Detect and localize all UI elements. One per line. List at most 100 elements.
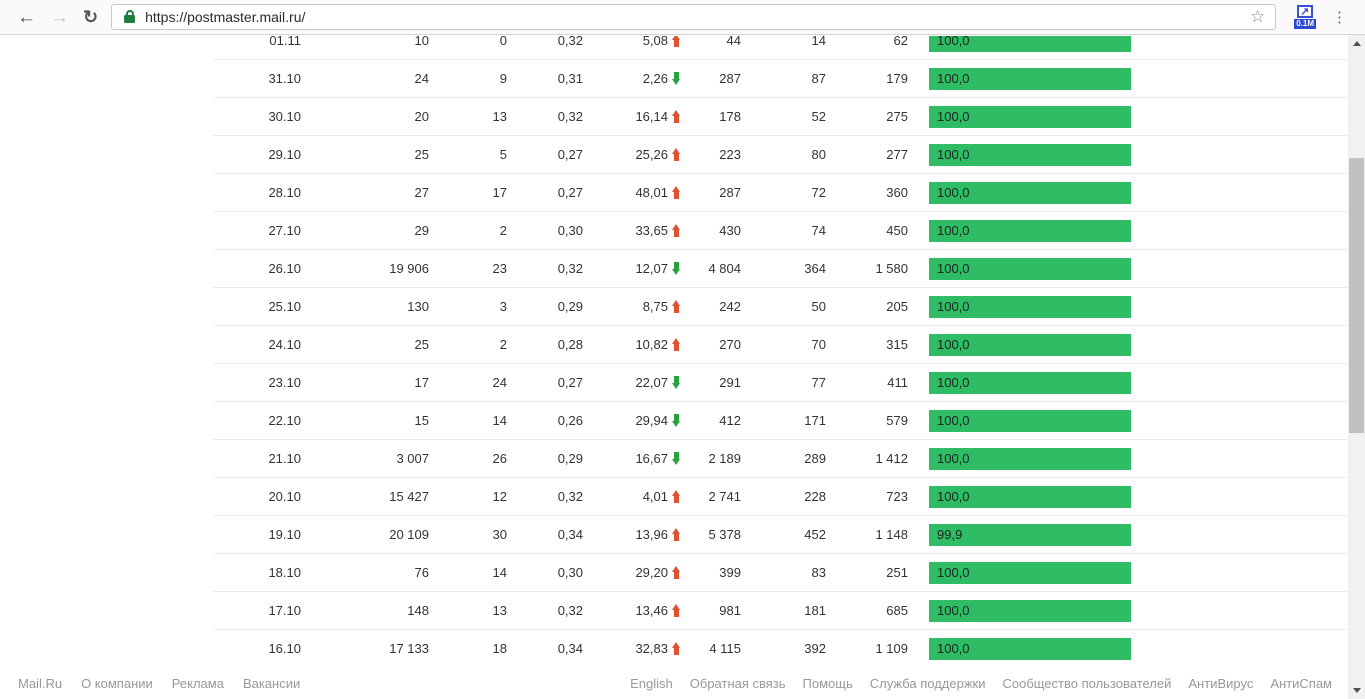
value-cell: 76 — [414, 565, 429, 580]
menu-kebab-icon[interactable]: ⋮ — [1332, 9, 1347, 26]
value-cell: 291 — [719, 375, 741, 390]
value-cell: 3 — [499, 299, 507, 314]
value-cell: 19 906 — [389, 261, 429, 276]
trend-up-arrow-icon — [672, 36, 681, 47]
scrollbar-down-arrow[interactable] — [1348, 682, 1365, 699]
trend-value: 32,83 — [635, 641, 668, 656]
value-cell: 0,32 — [557, 261, 583, 276]
trend-down-arrow-icon — [672, 414, 681, 427]
table-row: 30.10 20 13 0,32 16,14 178 52 275 100,0 — [213, 98, 1348, 136]
bar-cell: 100,0 — [929, 485, 1131, 508]
bar-cell: 100,0 — [929, 409, 1131, 432]
trend-value: 12,07 — [635, 261, 668, 276]
footer-link[interactable]: Mail.Ru — [18, 675, 63, 691]
value-cell: 10 — [414, 36, 429, 48]
value-cell: 62 — [893, 36, 908, 48]
value-cell: 723 — [886, 489, 908, 504]
reload-button[interactable]: ↻ — [83, 7, 99, 27]
vertical-scrollbar[interactable] — [1348, 35, 1365, 699]
value-cell: 411 — [887, 375, 908, 390]
trend-up-arrow-icon — [672, 642, 681, 655]
https-lock-icon[interactable] — [124, 9, 136, 23]
bar-cell: 100,0 — [929, 105, 1131, 128]
value-cell: 26 — [492, 451, 507, 466]
value-cell: 685 — [886, 603, 908, 618]
value-cell: 392 — [804, 641, 826, 656]
trend-down-arrow-icon — [672, 452, 681, 465]
date-cell: 26.10 — [268, 261, 301, 276]
scrollbar-up-arrow[interactable] — [1348, 35, 1365, 52]
value-cell: 87 — [811, 71, 826, 86]
percent-bar: 100,0 — [929, 219, 1131, 242]
value-cell: 29 — [414, 223, 429, 238]
trend-cell: 5,08 — [583, 36, 681, 48]
trend-value: 4,01 — [642, 489, 668, 504]
trend-value: 48,01 — [635, 185, 668, 200]
value-cell: 178 — [719, 109, 741, 124]
trend-up-arrow-icon — [672, 224, 681, 237]
footer-link[interactable]: Реклама — [171, 675, 224, 691]
table-row: 29.10 25 5 0,27 25,26 223 80 277 100,0 — [213, 136, 1348, 174]
value-cell: 287 — [719, 71, 741, 86]
bookmark-star-icon[interactable]: ☆ — [1249, 7, 1266, 26]
table-row: 16.10 17 133 18 0,34 32,83 4 115 392 1 109 100,0 — [213, 630, 1348, 667]
percent-bar: 100,0 — [929, 447, 1131, 470]
value-cell: 14 — [492, 565, 507, 580]
footer-link[interactable]: Обратная связь — [689, 675, 786, 691]
value-cell: 27 — [414, 185, 429, 200]
percent-bar: 100,0 — [929, 485, 1131, 508]
table-row: 24.10 25 2 0,28 10,82 270 70 315 100,0 — [213, 326, 1348, 364]
table-row: 25.10 130 3 0,29 8,75 242 50 205 100,0 — [213, 288, 1348, 326]
trend-cell: 16,67 — [583, 451, 681, 466]
scrollbar-thumb[interactable] — [1349, 158, 1364, 433]
value-cell: 9 — [499, 71, 507, 86]
bar-cell: 100,0 — [929, 561, 1131, 584]
footer-link[interactable]: Сообщество пользователей — [1002, 675, 1172, 691]
percent-bar: 100,0 — [929, 36, 1131, 52]
value-cell: 430 — [719, 223, 741, 238]
url-text: https://postmaster.mail.ru/ — [145, 9, 306, 25]
value-cell: 148 — [407, 603, 429, 618]
bar-cell: 100,0 — [929, 257, 1131, 280]
footer-link[interactable]: АнтиСпам — [1270, 675, 1332, 691]
extension-badge: 0.1M — [1294, 19, 1316, 29]
footer-link[interactable]: Вакансии — [242, 675, 301, 691]
trend-down-arrow-icon — [672, 72, 681, 85]
trend-cell: 4,01 — [583, 489, 681, 504]
table-row: 20.10 15 427 12 0,32 4,01 2 741 228 723 100,0 — [213, 478, 1348, 516]
back-button[interactable]: ← — [17, 6, 36, 28]
value-cell: 399 — [719, 565, 741, 580]
trend-value: 33,65 — [635, 223, 668, 238]
value-cell: 20 — [414, 109, 429, 124]
footer-link[interactable]: АнтиВирус — [1188, 675, 1254, 691]
stats-table: 01.11 10 0 0,32 5,08 44 14 62 100,0 31.10 24 9 0,31 2… — [213, 36, 1348, 667]
table-row: 21.10 3 007 26 0,29 16,67 2 189 289 1 412 100,0 — [213, 440, 1348, 478]
value-cell: 30 — [492, 527, 507, 542]
date-cell: 18.10 — [268, 565, 301, 580]
trend-cell: 32,83 — [583, 641, 681, 656]
address-bar[interactable]: https://postmaster.mail.ru/ ☆ — [111, 4, 1277, 30]
trend-cell: 10,82 — [583, 337, 681, 352]
trend-cell: 16,14 — [583, 109, 681, 124]
value-cell: 18 — [492, 641, 507, 656]
bar-cell: 100,0 — [929, 447, 1131, 470]
footer-link[interactable]: О компании — [81, 675, 153, 691]
footer-link[interactable]: English — [630, 675, 673, 691]
value-cell: 13 — [492, 109, 507, 124]
footer-link[interactable]: Служба поддержки — [869, 675, 986, 691]
value-cell: 14 — [492, 413, 507, 428]
percent-bar: 100,0 — [929, 599, 1131, 622]
table-row: 19.10 20 109 30 0,34 13,96 5 378 452 1 148 99,9 — [213, 516, 1348, 554]
percent-bar: 100,0 — [929, 295, 1131, 318]
trend-up-arrow-icon — [672, 604, 681, 617]
value-cell: 179 — [886, 71, 908, 86]
date-cell: 28.10 — [268, 185, 301, 200]
value-cell: 15 427 — [389, 489, 429, 504]
value-cell: 0,32 — [557, 603, 583, 618]
date-cell: 31.10 — [268, 71, 301, 86]
table-row: 28.10 27 17 0,27 48,01 287 72 360 100,0 — [213, 174, 1348, 212]
extension-button[interactable]: 0.1M — [1294, 5, 1316, 29]
footer-link[interactable]: Помощь — [802, 675, 853, 691]
percent-bar: 100,0 — [929, 181, 1131, 204]
trend-cell: 29,94 — [583, 413, 681, 428]
